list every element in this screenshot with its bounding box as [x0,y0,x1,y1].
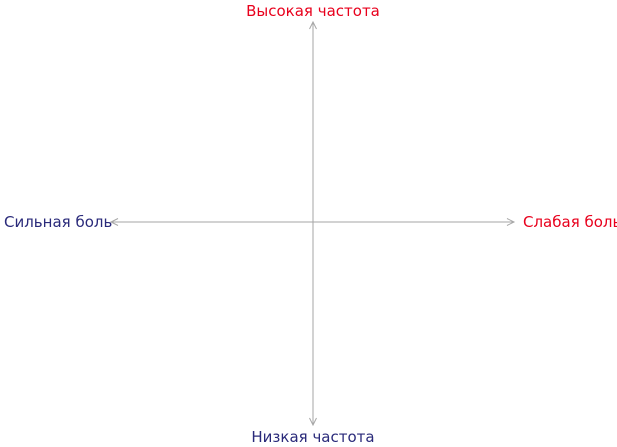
horizontal-axis-arrow-right [506,218,516,226]
vertical-axis-arrow-up [309,20,317,30]
horizontal-axis-arrow-left [109,218,119,226]
mild-pain-label: Слабая боль [523,213,617,231]
severe-pain-label: Сильная боль [4,213,113,231]
vertical-axis-arrow-down [309,417,317,427]
low-frequency-label: Низкая частота [251,428,375,446]
high-frequency-label: Высокая частота [246,2,380,20]
